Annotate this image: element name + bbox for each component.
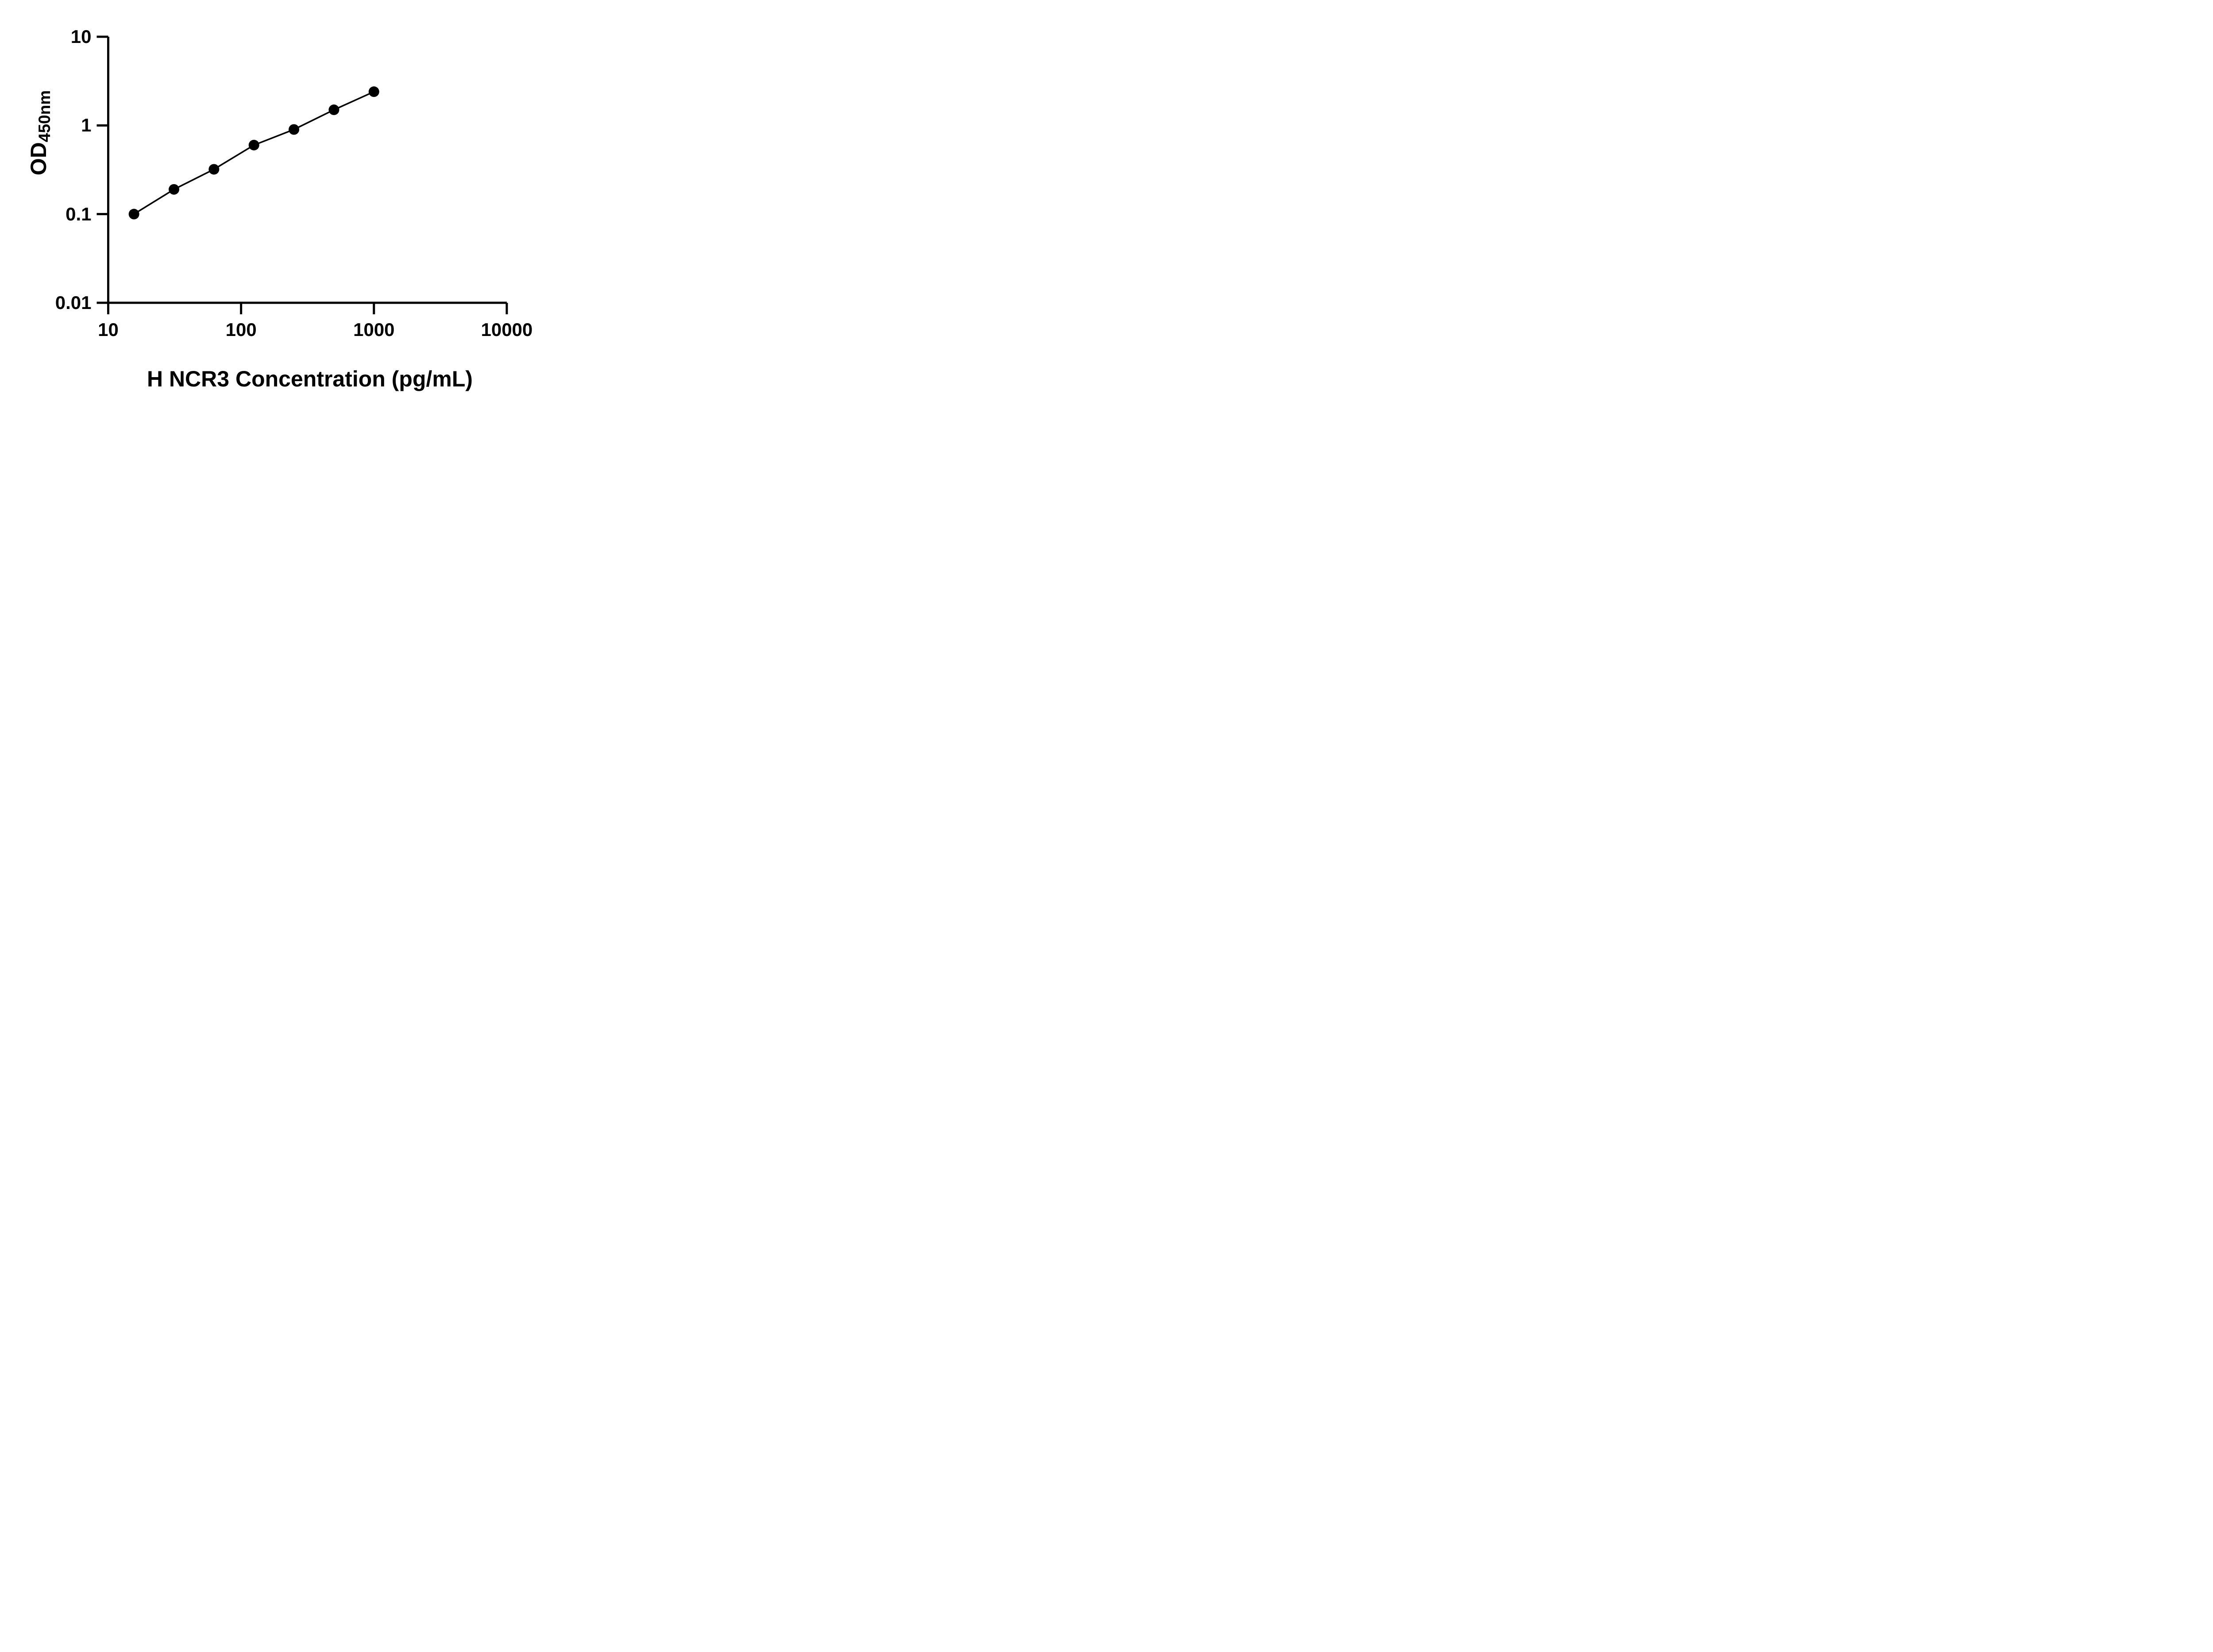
y-tick-label: 0.01 (55, 292, 92, 313)
y-tick-label: 0.1 (66, 203, 92, 224)
y-tick-label: 10 (70, 26, 92, 47)
data-point (169, 184, 180, 195)
x-axis-title: H NCR3 Concentration (pg/mL) (147, 367, 473, 391)
y-axis-title: OD450nm (26, 90, 54, 176)
x-tick-label: 10000 (481, 319, 533, 340)
x-tick-label: 10 (98, 319, 119, 340)
x-tick-label: 100 (225, 319, 257, 340)
elisa-standard-curve-figure: 10 100 1000 10000 0.01 0.1 1 10 H NCR3 Concentr… (0, 0, 568, 413)
data-point (289, 124, 300, 135)
data-point (368, 86, 379, 97)
data-point (328, 104, 339, 116)
data-point (208, 164, 220, 175)
y-tick-label: 1 (81, 115, 92, 136)
chart-svg (96, 35, 508, 314)
x-tick-label: 1000 (353, 319, 395, 340)
y-axis-title-subscript: 450nm (35, 90, 54, 143)
y-axis-title-main: OD (26, 142, 51, 176)
data-point (128, 208, 139, 220)
data-point (248, 139, 259, 151)
